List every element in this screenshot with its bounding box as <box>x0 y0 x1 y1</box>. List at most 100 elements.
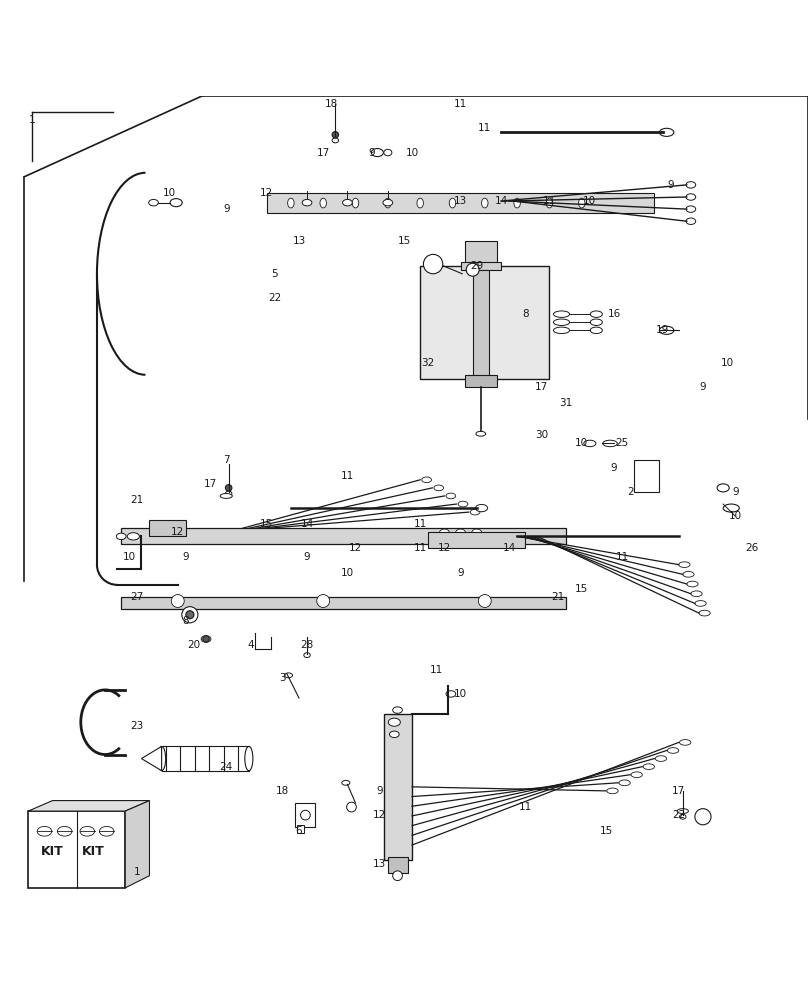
Text: 32: 32 <box>422 358 435 368</box>
Ellipse shape <box>553 311 570 317</box>
Text: 25: 25 <box>616 438 629 448</box>
Bar <box>388 857 408 873</box>
Ellipse shape <box>723 504 739 512</box>
Ellipse shape <box>590 319 603 325</box>
Ellipse shape <box>607 788 618 794</box>
Text: 10: 10 <box>454 689 467 699</box>
Ellipse shape <box>440 529 449 536</box>
Ellipse shape <box>659 326 674 334</box>
Text: 10: 10 <box>721 358 734 368</box>
Bar <box>634 460 659 492</box>
Text: 17: 17 <box>204 479 217 489</box>
Text: 21: 21 <box>551 592 564 602</box>
Text: 21: 21 <box>131 495 144 505</box>
Ellipse shape <box>631 772 642 778</box>
Text: 8: 8 <box>522 309 528 319</box>
Ellipse shape <box>619 780 630 786</box>
Bar <box>267 193 654 213</box>
Text: 9: 9 <box>611 463 617 473</box>
Ellipse shape <box>304 653 310 658</box>
Text: 12: 12 <box>373 810 386 820</box>
Ellipse shape <box>99 826 114 836</box>
Text: 9: 9 <box>667 180 674 190</box>
Bar <box>121 597 566 609</box>
Text: 10: 10 <box>729 511 742 521</box>
Ellipse shape <box>686 206 696 212</box>
Text: 10: 10 <box>123 552 136 562</box>
Text: 13: 13 <box>292 236 305 246</box>
Circle shape <box>203 636 209 642</box>
Ellipse shape <box>584 440 596 447</box>
Circle shape <box>182 607 198 623</box>
Text: 31: 31 <box>559 398 572 408</box>
Ellipse shape <box>679 562 690 567</box>
Ellipse shape <box>446 691 456 697</box>
Text: 10: 10 <box>341 568 354 578</box>
Polygon shape <box>125 801 149 888</box>
Text: KIT: KIT <box>82 845 104 858</box>
Ellipse shape <box>659 128 674 136</box>
Circle shape <box>695 809 711 825</box>
Ellipse shape <box>680 814 686 819</box>
Text: 11: 11 <box>478 123 491 133</box>
Ellipse shape <box>553 319 570 325</box>
Ellipse shape <box>687 581 698 587</box>
Text: 15: 15 <box>575 584 588 594</box>
Ellipse shape <box>590 311 603 317</box>
Ellipse shape <box>57 826 72 836</box>
Text: 2: 2 <box>627 487 633 497</box>
Text: 16: 16 <box>608 309 621 319</box>
Text: 8: 8 <box>183 616 189 626</box>
Polygon shape <box>28 801 149 811</box>
Text: 12: 12 <box>349 543 362 553</box>
Text: 10: 10 <box>163 188 176 198</box>
Ellipse shape <box>225 491 232 496</box>
Ellipse shape <box>149 199 158 206</box>
Ellipse shape <box>686 182 696 188</box>
Ellipse shape <box>284 673 292 678</box>
Ellipse shape <box>458 501 468 507</box>
Ellipse shape <box>718 484 729 492</box>
Ellipse shape <box>417 198 423 208</box>
Text: 17: 17 <box>535 382 548 392</box>
Ellipse shape <box>677 809 688 814</box>
Text: 9: 9 <box>732 487 739 497</box>
Text: 4: 4 <box>247 640 254 650</box>
Text: 10: 10 <box>406 148 419 158</box>
Ellipse shape <box>352 198 359 208</box>
Text: 13: 13 <box>454 196 467 206</box>
Polygon shape <box>141 746 162 771</box>
Ellipse shape <box>667 748 679 753</box>
Ellipse shape <box>482 198 488 208</box>
Text: 17: 17 <box>317 148 330 158</box>
Text: 15: 15 <box>600 826 612 836</box>
Circle shape <box>347 802 356 812</box>
Ellipse shape <box>389 731 399 738</box>
Text: 20: 20 <box>187 640 200 650</box>
Ellipse shape <box>384 149 392 156</box>
Ellipse shape <box>245 746 253 771</box>
Ellipse shape <box>590 327 603 334</box>
Circle shape <box>332 132 339 138</box>
Text: 11: 11 <box>454 99 467 109</box>
Ellipse shape <box>201 636 211 642</box>
Text: 14: 14 <box>503 543 516 553</box>
Bar <box>149 520 186 536</box>
Text: 15: 15 <box>398 236 410 246</box>
Ellipse shape <box>116 533 126 540</box>
Ellipse shape <box>343 199 352 206</box>
Bar <box>428 532 525 548</box>
Ellipse shape <box>388 718 401 726</box>
Ellipse shape <box>383 199 393 206</box>
Ellipse shape <box>683 572 694 577</box>
Bar <box>121 528 566 544</box>
Text: 19: 19 <box>656 325 669 335</box>
Ellipse shape <box>686 194 696 200</box>
Text: 17: 17 <box>672 786 685 796</box>
Bar <box>295 803 315 827</box>
Text: 11: 11 <box>414 519 427 529</box>
Text: 29: 29 <box>470 261 483 271</box>
Ellipse shape <box>302 199 312 206</box>
Ellipse shape <box>422 477 431 483</box>
Text: 22: 22 <box>268 293 281 303</box>
